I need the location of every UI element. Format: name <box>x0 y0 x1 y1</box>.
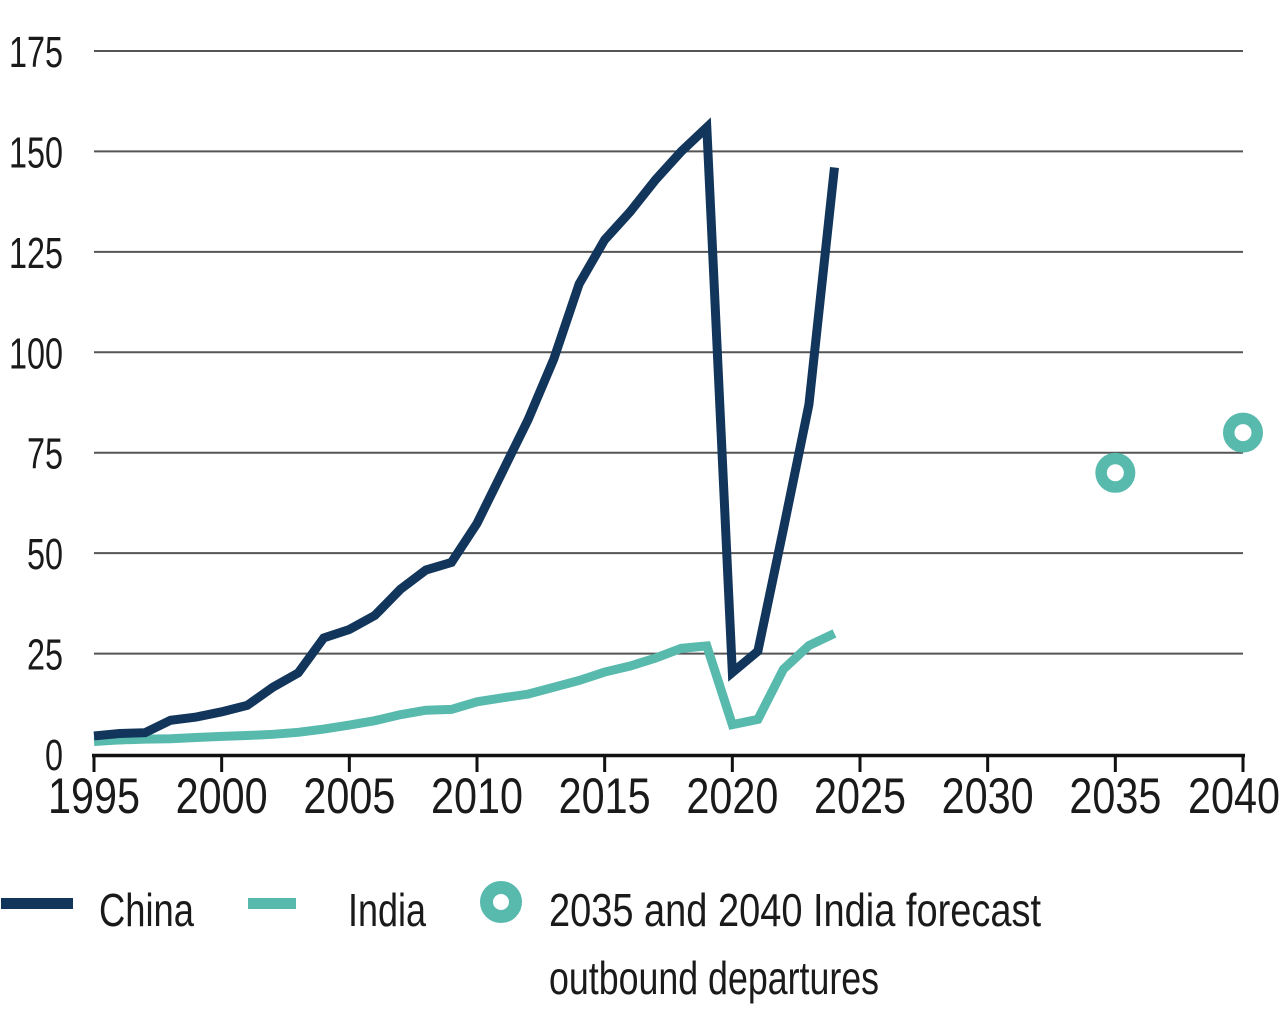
india-series-line <box>93 629 837 747</box>
y-tick-label-25: 25 <box>27 631 63 680</box>
y-tick-label-50: 50 <box>27 530 63 579</box>
y-tick-label-75: 75 <box>27 430 63 479</box>
forecast-point-2040 <box>1223 412 1263 453</box>
gridlines <box>94 50 1243 655</box>
forecast-legend-ring-icon <box>480 881 522 923</box>
y-tick-label-125: 125 <box>9 229 63 278</box>
y-tick-label-100: 100 <box>9 329 63 378</box>
x-tick-label-2040: 2040 <box>1188 768 1280 824</box>
forecast-legend-label-line1: 2035 and 2040 India forecast <box>549 884 1041 936</box>
forecast-point-2035 <box>1095 452 1136 493</box>
x-tick-label-2020: 2020 <box>686 768 778 824</box>
y-tick-label-150: 150 <box>9 128 63 177</box>
x-tick-label-2005: 2005 <box>303 768 395 824</box>
x-tick-label-2000: 2000 <box>176 768 268 824</box>
china-legend-label: China <box>99 884 194 936</box>
x-tick-label-2025: 2025 <box>814 768 906 824</box>
legend: China India 2035 and 2040 India forecast… <box>1 881 1041 1004</box>
x-tick-label-2015: 2015 <box>559 768 651 824</box>
data-series <box>93 117 839 747</box>
y-tick-label-175: 175 <box>9 28 63 77</box>
x-tick-label-1995: 1995 <box>48 768 140 824</box>
x-axis <box>92 753 1245 772</box>
x-tick-label-2035: 2035 <box>1069 768 1161 824</box>
forecast-legend-label-line2: outbound departures <box>549 952 879 1004</box>
china-series-line <box>93 117 839 741</box>
india-legend-label: India <box>348 884 426 936</box>
y-tick-label-0: 0 <box>45 731 63 780</box>
y-axis-tick-labels: 0 25 50 75 100 125 150 175 <box>9 28 63 780</box>
x-axis-tick-labels: 1995 2000 2005 2010 2015 2020 2025 2030 2035 2040 <box>48 768 1280 824</box>
x-tick-label-2030: 2030 <box>942 768 1034 824</box>
china-legend-swatch <box>1 898 73 909</box>
forecast-points <box>1095 412 1263 493</box>
india-legend-swatch <box>248 898 296 909</box>
x-tick-label-2010: 2010 <box>431 768 523 824</box>
